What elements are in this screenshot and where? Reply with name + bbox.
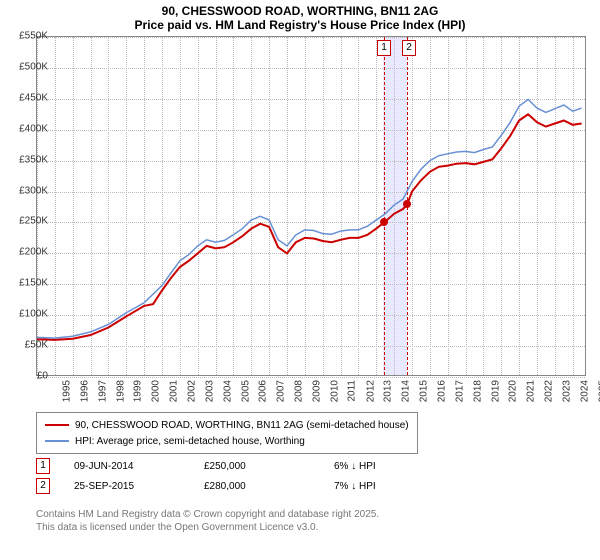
x-axis-label: 1996 xyxy=(79,380,90,402)
x-axis-label: 2001 xyxy=(168,380,179,402)
events-cell-delta: 7% ↓ HPI xyxy=(334,481,464,492)
events-table: 1 09-JUN-2014£250,0006% ↓ HPI 2 25-SEP-2015… xyxy=(36,456,464,496)
gridline-h xyxy=(37,377,585,378)
x-axis-label: 2011 xyxy=(346,380,357,402)
chart-title-2: Price paid vs. HM Land Registry's House … xyxy=(0,18,600,32)
footer-attribution: Contains HM Land Registry data © Crown c… xyxy=(36,508,379,534)
x-axis-label: 2018 xyxy=(472,380,483,402)
y-axis-label: £550K xyxy=(19,31,48,42)
y-axis-label: £400K xyxy=(19,123,48,134)
y-axis-label: £250K xyxy=(19,216,48,227)
x-axis-label: 2009 xyxy=(311,380,322,402)
x-axis-label: 2019 xyxy=(490,380,501,402)
y-axis-label: £300K xyxy=(19,185,48,196)
legend: 90, CHESSWOOD ROAD, WORTHING, BN11 2AG (… xyxy=(36,412,418,454)
x-axis-label: 2003 xyxy=(204,380,215,402)
events-cell-date: 25-SEP-2015 xyxy=(74,481,204,492)
event-number-box: 1 xyxy=(36,458,50,474)
series-price_paid xyxy=(37,114,582,340)
events-cell-delta: 6% ↓ HPI xyxy=(334,461,464,472)
x-axis-label: 2006 xyxy=(258,380,269,402)
events-table-row: 1 09-JUN-2014£250,0006% ↓ HPI xyxy=(36,456,464,476)
y-axis-label: £50K xyxy=(25,340,48,351)
events-cell-date: 09-JUN-2014 xyxy=(74,461,204,472)
event-marker xyxy=(380,218,388,226)
events-table-row: 2 25-SEP-2015£280,0007% ↓ HPI xyxy=(36,476,464,496)
x-axis-label: 2024 xyxy=(579,380,590,402)
legend-label: 90, CHESSWOOD ROAD, WORTHING, BN11 2AG (… xyxy=(75,420,409,431)
x-axis-label: 2022 xyxy=(543,380,554,402)
y-axis-label: £150K xyxy=(19,278,48,289)
x-axis-label: 2008 xyxy=(293,380,304,402)
events-cell-price: £280,000 xyxy=(204,481,334,492)
x-axis-label: 2014 xyxy=(401,380,412,402)
event-callout: 2 xyxy=(402,40,416,56)
x-axis-label: 1997 xyxy=(97,380,108,402)
x-axis-label: 2017 xyxy=(454,380,465,402)
x-axis-label: 2013 xyxy=(383,380,394,402)
line-series-svg xyxy=(37,37,585,375)
event-callout: 1 xyxy=(377,40,391,56)
x-axis-label: 2010 xyxy=(329,380,340,402)
x-axis-label: 1995 xyxy=(61,380,72,402)
y-axis-label: £500K xyxy=(19,61,48,72)
x-axis-label: 2012 xyxy=(365,380,376,402)
y-axis-label: £100K xyxy=(19,309,48,320)
x-axis-label: 2005 xyxy=(240,380,251,402)
legend-row: HPI: Average price, semi-detached house,… xyxy=(45,433,409,449)
x-axis-label: 2007 xyxy=(276,380,287,402)
y-axis-label: £350K xyxy=(19,154,48,165)
footer-line-2: This data is licensed under the Open Gov… xyxy=(36,521,379,534)
x-axis-label: 2004 xyxy=(222,380,233,402)
event-marker xyxy=(403,200,411,208)
event-number-box: 2 xyxy=(36,478,50,494)
legend-swatch xyxy=(45,440,69,442)
x-axis-label: 1999 xyxy=(133,380,144,402)
y-axis-label: £200K xyxy=(19,247,48,258)
legend-row: 90, CHESSWOOD ROAD, WORTHING, BN11 2AG (… xyxy=(45,417,409,433)
events-cell-price: £250,000 xyxy=(204,461,334,472)
x-axis-label: 2023 xyxy=(561,380,572,402)
x-axis-label: 2015 xyxy=(418,380,429,402)
y-axis-label: £450K xyxy=(19,92,48,103)
chart-plot-area xyxy=(36,36,586,376)
x-axis-label: 2016 xyxy=(436,380,447,402)
legend-label: HPI: Average price, semi-detached house,… xyxy=(75,436,305,447)
series-hpi xyxy=(37,99,582,338)
x-axis-label: 2002 xyxy=(186,380,197,402)
chart-title-1: 90, CHESSWOOD ROAD, WORTHING, BN11 2AG xyxy=(0,4,600,18)
x-axis-label: 2000 xyxy=(151,380,162,402)
footer-line-1: Contains HM Land Registry data © Crown c… xyxy=(36,508,379,521)
legend-swatch xyxy=(45,424,69,426)
x-axis-label: 2021 xyxy=(526,380,537,402)
y-axis-label: £0 xyxy=(37,371,48,382)
x-axis-label: 1998 xyxy=(115,380,126,402)
x-axis-label: 2020 xyxy=(508,380,519,402)
